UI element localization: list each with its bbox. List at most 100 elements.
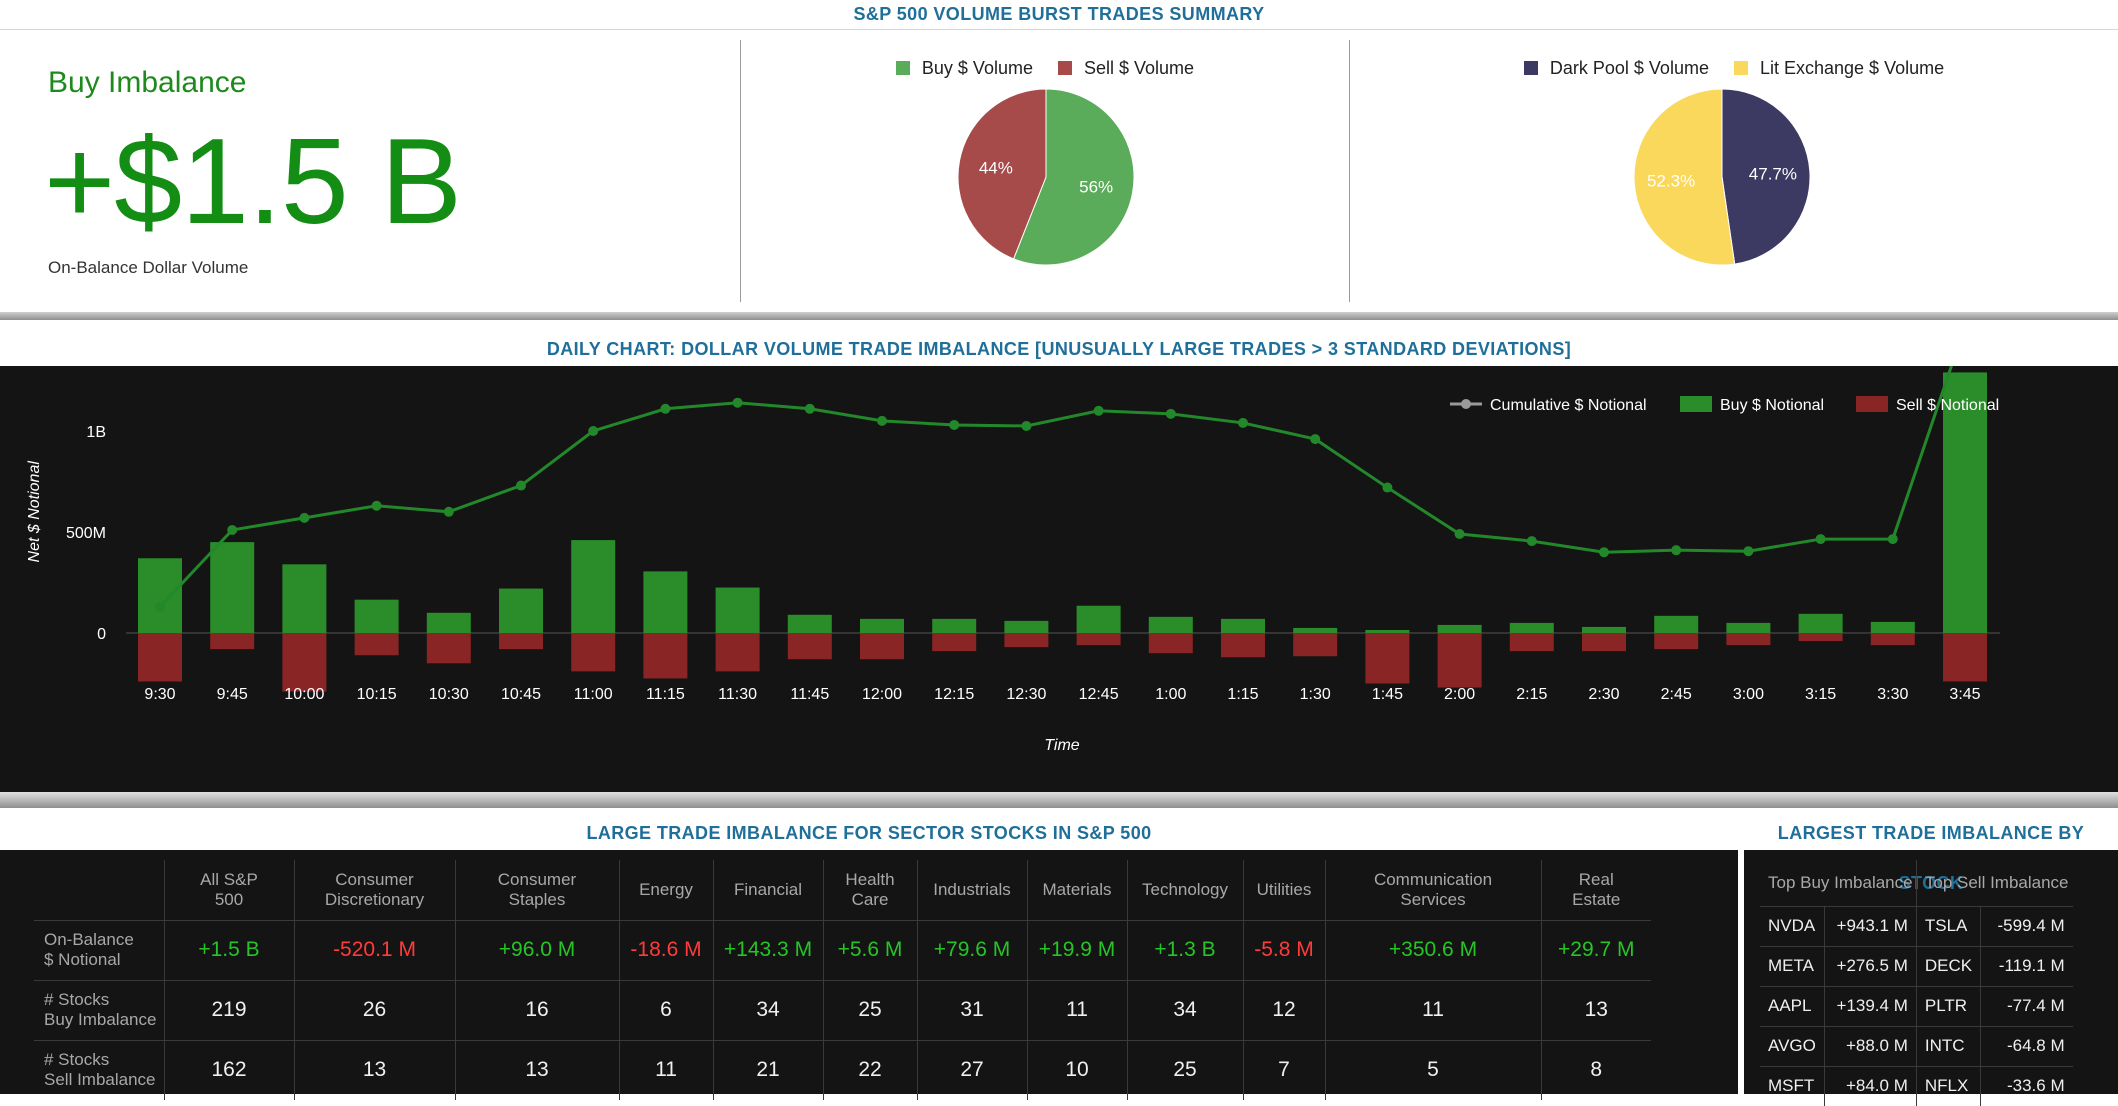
cumulative-point[interactable] [660, 403, 671, 414]
buy-bar[interactable] [1509, 622, 1554, 633]
cumulative-point[interactable] [732, 397, 743, 408]
cumulative-point[interactable] [1165, 408, 1176, 419]
sell-bar[interactable] [354, 633, 399, 656]
buy-bar[interactable] [932, 618, 977, 633]
sell-bar[interactable] [932, 633, 977, 652]
cumulative-point[interactable] [299, 512, 310, 523]
sell-bar[interactable] [1798, 633, 1843, 642]
sell-bar[interactable] [1365, 633, 1410, 684]
sell-bar[interactable] [1654, 633, 1699, 650]
sell-bar[interactable] [1437, 633, 1482, 688]
buy-bar[interactable] [1221, 618, 1265, 633]
sell-bar[interactable] [1870, 633, 1915, 646]
buy-bar[interactable] [282, 564, 327, 633]
buy-bar[interactable] [1004, 620, 1049, 633]
cumulative-point[interactable] [516, 480, 526, 491]
buy-bar[interactable] [787, 614, 832, 633]
sell-bar[interactable] [715, 633, 760, 672]
buy-bar[interactable] [1870, 621, 1915, 633]
buy-bar[interactable] [1437, 624, 1482, 633]
buy-bar[interactable] [426, 612, 471, 633]
stock-ticker[interactable]: MSFT [1760, 1065, 1825, 1106]
stock-ticker[interactable]: TSLA [1916, 905, 1982, 946]
buy-bar[interactable] [1654, 615, 1699, 633]
cumulative-point[interactable] [443, 506, 454, 517]
buy-bar[interactable] [354, 599, 399, 633]
sell-bar[interactable] [1148, 633, 1193, 654]
cumulative-point[interactable] [1310, 434, 1321, 445]
stock-ticker[interactable]: AAPL [1760, 985, 1825, 1026]
sell-bar[interactable] [1221, 633, 1265, 658]
sell-bar[interactable] [860, 633, 904, 660]
buy-bar[interactable] [1148, 616, 1193, 633]
cumulative-point[interactable] [1599, 547, 1609, 558]
cumulative-point[interactable] [227, 524, 238, 535]
pie-slice[interactable] [957, 88, 1047, 260]
cumulative-point[interactable] [1671, 545, 1682, 556]
legend-item-buy-volume[interactable]: Buy $ Volume [895, 58, 1033, 79]
buy-bar[interactable] [860, 618, 904, 633]
buy-bar[interactable] [715, 587, 760, 633]
cumulative-point[interactable] [1526, 536, 1537, 547]
sell-bar[interactable] [643, 633, 688, 679]
legend-item-dark-pool-volume[interactable]: Dark Pool $ Volume [1523, 58, 1709, 79]
cumulative-point[interactable] [1743, 546, 1754, 557]
buy-bar[interactable] [1076, 605, 1121, 633]
sell-bar[interactable] [1582, 633, 1626, 652]
legend-item-lit-exchange-volume[interactable]: Lit Exchange $ Volume [1733, 58, 1944, 79]
buy-bar[interactable] [138, 558, 182, 633]
buy-bar[interactable] [1798, 613, 1843, 633]
sell-bar[interactable] [1509, 633, 1554, 652]
sell-bar[interactable] [787, 633, 832, 660]
stock-ticker[interactable]: NVDA [1760, 905, 1825, 946]
cumulative-point[interactable] [1238, 417, 1248, 428]
sell-bar[interactable] [138, 633, 182, 682]
legend-item-sell-volume[interactable]: Sell $ Volume [1058, 58, 1194, 79]
cumulative-point[interactable] [588, 426, 599, 436]
legend-label[interactable]: Sell $ Notional [1896, 397, 1999, 414]
sell-bar[interactable] [210, 633, 255, 650]
cumulative-point[interactable] [1021, 420, 1032, 431]
stock-ticker[interactable]: INTC [1916, 1025, 1982, 1066]
buy-bar[interactable] [1365, 629, 1410, 633]
legend-label[interactable]: Buy $ Notional [1720, 397, 1824, 414]
table-cell: 219 [164, 979, 295, 1040]
sell-bar[interactable] [1726, 633, 1771, 646]
pie-slice[interactable] [1633, 88, 1736, 266]
cumulative-point[interactable] [949, 419, 960, 430]
sell-bar[interactable] [571, 633, 616, 672]
stock-ticker[interactable]: AVGO [1760, 1025, 1825, 1066]
cumulative-point[interactable] [804, 403, 815, 414]
stock-ticker[interactable]: META [1760, 945, 1825, 986]
pie-slice[interactable] [1721, 88, 1811, 265]
cumulative-point[interactable] [1382, 482, 1393, 493]
sell-bar[interactable] [282, 633, 327, 692]
buy-bar[interactable] [643, 571, 688, 633]
cumulative-point[interactable] [1815, 534, 1826, 545]
sell-bar[interactable] [426, 633, 471, 664]
buy-bar[interactable] [499, 588, 543, 633]
legend-label[interactable]: Cumulative $ Notional [1490, 397, 1647, 414]
buy-bar[interactable] [1293, 627, 1338, 633]
row-header-text: # Stocks [44, 1050, 110, 1070]
cumulative-point[interactable] [1093, 405, 1104, 416]
cumulative-point[interactable] [1454, 529, 1465, 540]
sell-bar[interactable] [1943, 633, 1987, 682]
buy-bar[interactable] [1582, 626, 1626, 633]
cumulative-point[interactable] [155, 601, 165, 612]
sell-bar[interactable] [499, 633, 543, 650]
stock-ticker[interactable]: DECK [1916, 945, 1982, 986]
buy-bar[interactable] [1726, 622, 1771, 633]
buy-bar[interactable] [1943, 372, 1987, 633]
cumulative-point[interactable] [877, 415, 887, 426]
sell-bar[interactable] [1004, 633, 1049, 648]
buy-bar[interactable] [571, 540, 616, 633]
stock-ticker[interactable]: PLTR [1916, 985, 1982, 1026]
cumulative-point[interactable] [371, 500, 382, 511]
cumulative-point[interactable] [1887, 534, 1898, 545]
sell-bar[interactable] [1293, 633, 1338, 657]
sell-bar[interactable] [1076, 633, 1121, 646]
stock-ticker[interactable]: NFLX [1916, 1065, 1982, 1106]
buy-bar[interactable] [210, 542, 255, 633]
pie-slice[interactable] [1012, 88, 1135, 266]
